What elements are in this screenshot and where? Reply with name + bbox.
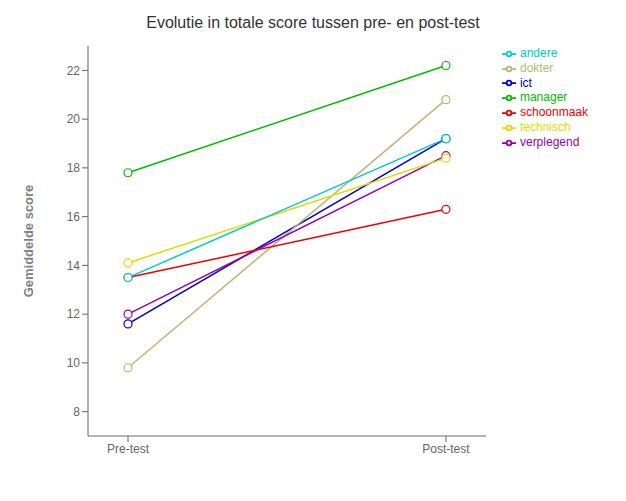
svg-text:16: 16	[67, 210, 81, 224]
svg-text:18: 18	[67, 161, 81, 175]
svg-text:Gemiddelde score: Gemiddelde score	[21, 185, 36, 298]
html-text:Evolutie in totale score tusse: Evolutie in totale score tussen pre- en …	[146, 14, 480, 31]
svg-text:14: 14	[67, 259, 81, 273]
svg-text:Pre-test: Pre-test	[107, 442, 150, 456]
html-text:technisch: technisch	[520, 120, 571, 135]
html-text:dokter: dokter	[520, 60, 554, 75]
html-text:schoonmaak: schoonmaak	[520, 105, 588, 120]
svg-text:22: 22	[67, 64, 81, 78]
html-text:ict: ict	[520, 75, 532, 90]
svg-text:12: 12	[67, 307, 81, 321]
html-text:manager: manager	[520, 90, 568, 105]
svg-text:8: 8	[73, 405, 80, 419]
html-text:andere: andere	[520, 46, 558, 60]
svg-text:20: 20	[67, 112, 81, 126]
svg-text:Post-test: Post-test	[422, 442, 470, 456]
svg-text:10: 10	[67, 356, 81, 370]
html-text:verplegend: verplegend	[520, 135, 580, 149]
